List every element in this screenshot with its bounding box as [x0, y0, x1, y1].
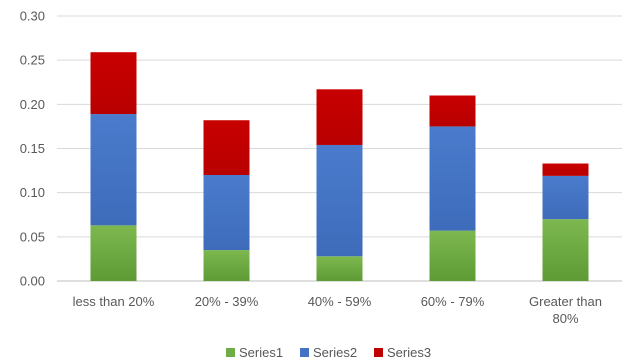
bar-series2: [203, 175, 250, 251]
y-tick-label: 0.05: [20, 229, 45, 244]
x-tick-label: 80%: [552, 311, 578, 326]
bar-series3: [90, 52, 137, 115]
bar-series3: [429, 95, 476, 127]
x-tick-label: Greater than: [529, 294, 602, 309]
legend-label: Series3: [387, 345, 431, 360]
bar-series1: [316, 256, 363, 281]
legend-label: Series1: [239, 345, 283, 360]
bar-series2: [429, 126, 476, 231]
bar-series3: [542, 163, 589, 176]
legend-swatch-series2: [300, 348, 309, 357]
x-tick-label: 40% - 59%: [308, 294, 372, 309]
y-tick-label: 0.00: [20, 274, 45, 289]
bar-series1: [429, 230, 476, 281]
bar-series1: [542, 219, 589, 281]
y-tick-label: 0.30: [20, 9, 45, 24]
bar-series2: [542, 175, 589, 220]
y-tick-label: 0.10: [20, 185, 45, 200]
bar-series3: [203, 120, 250, 175]
bar-series3: [316, 89, 363, 145]
bar-series2: [316, 144, 363, 257]
y-tick-label: 0.25: [20, 53, 45, 68]
bar-series2: [90, 114, 137, 226]
legend-swatch-series1: [226, 348, 235, 357]
bar-series1: [203, 250, 250, 281]
x-tick-label: less than 20%: [73, 294, 155, 309]
bar-series1: [90, 225, 137, 281]
x-tick-label: 60% - 79%: [421, 294, 485, 309]
y-tick-label: 0.15: [20, 141, 45, 156]
legend-label: Series2: [313, 345, 357, 360]
legend-swatch-series3: [374, 348, 383, 357]
x-tick-label: 20% - 39%: [195, 294, 259, 309]
y-tick-label: 0.20: [20, 97, 45, 112]
